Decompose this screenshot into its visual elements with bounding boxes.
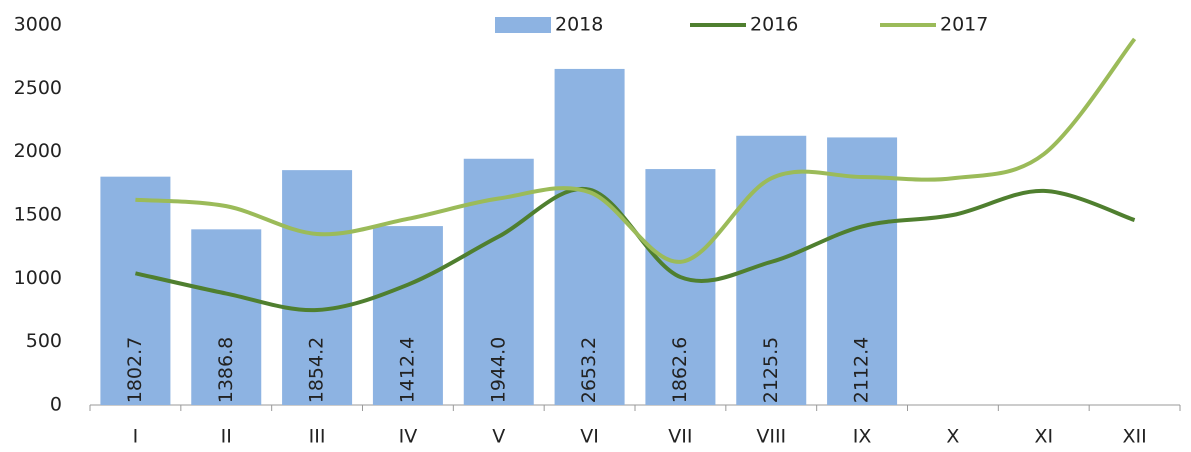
y-tick-label: 1000 (14, 267, 62, 289)
data-label: 2653.2 (578, 337, 600, 403)
x-tick-label: II (221, 426, 232, 448)
data-label: 2112.4 (851, 337, 873, 403)
data-label: 1412.4 (396, 337, 418, 403)
y-tick-label: 0 (50, 394, 62, 416)
x-tick-label: VIII (756, 426, 786, 448)
y-tick-label: 1500 (14, 204, 62, 226)
y-tick-label: 2000 (14, 140, 62, 162)
legend-label: 2018 (555, 14, 603, 36)
bar (372, 226, 443, 405)
x-tick-label: X (946, 426, 959, 448)
x-tick-label: VI (580, 426, 599, 448)
data-label: 2125.5 (760, 337, 782, 403)
bar (282, 170, 353, 405)
x-tick-label: VII (668, 426, 692, 448)
bar (645, 169, 716, 405)
data-label: 1386.8 (215, 337, 237, 403)
bar (827, 137, 898, 406)
x-tick-label: I (133, 426, 139, 448)
legend-label: 2016 (750, 14, 798, 36)
x-tick-label: XI (1034, 426, 1053, 448)
line (135, 37, 1137, 264)
y-tick-label: 500 (26, 330, 62, 352)
data-label: 1944.0 (487, 337, 509, 403)
x-tick-label: IV (399, 426, 418, 448)
bar (554, 68, 625, 405)
x-tick-label: XII (1122, 426, 1146, 448)
legend-label: 2017 (940, 14, 988, 36)
legend-swatch (495, 17, 551, 33)
x-tick-label: V (492, 426, 505, 448)
y-tick-label: 2500 (14, 77, 62, 99)
data-label: 1854.2 (306, 337, 328, 403)
x-tick-label: IX (853, 426, 872, 448)
bar (100, 176, 171, 405)
data-label: 1862.6 (669, 337, 691, 403)
x-tick-label: III (309, 426, 326, 448)
y-tick-label: 3000 (14, 14, 62, 36)
bar (191, 229, 262, 405)
data-label: 1802.7 (124, 337, 146, 403)
